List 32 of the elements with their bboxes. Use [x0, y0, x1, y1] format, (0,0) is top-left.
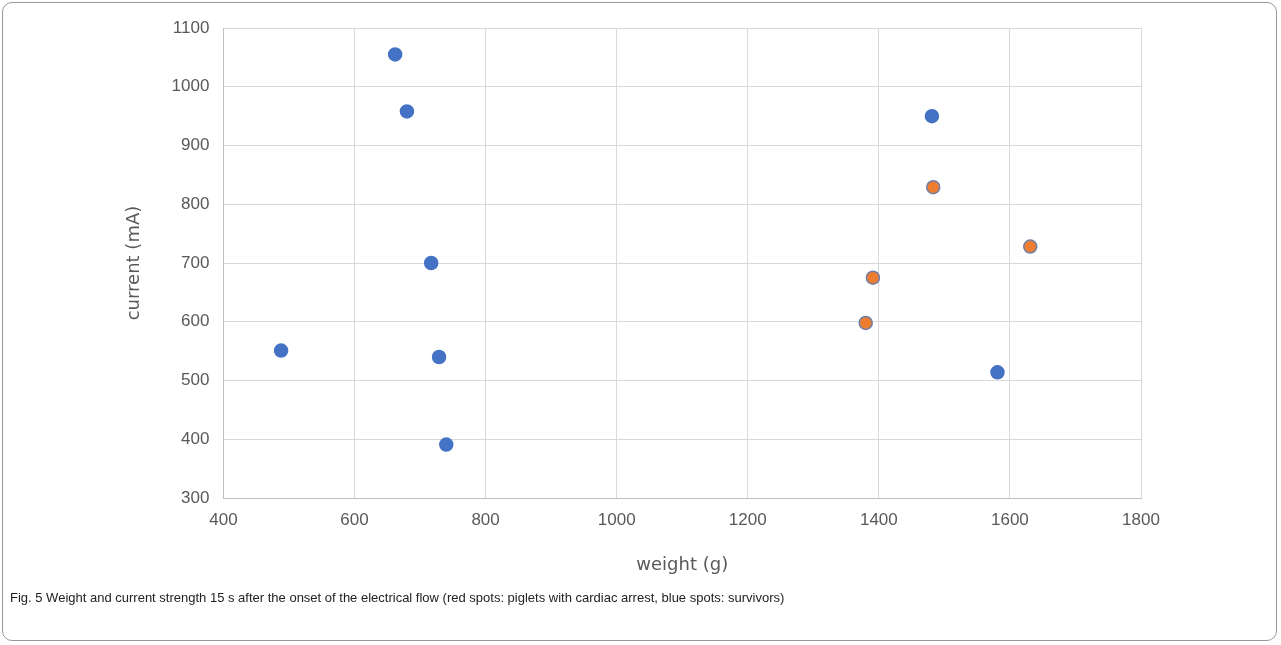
point: [990, 365, 1005, 380]
point: [925, 179, 941, 195]
y-tick-label: 800: [181, 193, 210, 213]
x-tick-label: 1800: [1122, 509, 1160, 529]
x-tick-label: 1400: [859, 509, 898, 529]
y-tick-label: 400: [181, 428, 210, 448]
point: [273, 343, 289, 358]
x-tick-label: 800: [471, 509, 500, 529]
point: [431, 349, 447, 365]
x-tick-label: 1200: [728, 509, 767, 529]
x-axis-title: weight (g): [636, 552, 729, 574]
point: [423, 255, 439, 271]
y-tick-label: 900: [181, 135, 210, 155]
point: [865, 270, 881, 285]
point: [399, 104, 415, 119]
x-tick-label: 1600: [991, 509, 1029, 529]
y-tick-label: 300: [181, 487, 210, 507]
point: [387, 47, 403, 62]
point: [439, 437, 454, 452]
point: [858, 315, 873, 331]
y-tick-label: 700: [181, 252, 210, 272]
y-axis-title: current (mA): [122, 205, 144, 321]
x-tick-label: 600: [340, 509, 369, 529]
y-tick-label: 600: [181, 311, 210, 331]
point: [924, 108, 940, 124]
caption: Fig. 5 Weight and current strength 15 s after the onset of the electrical flow (red spots: piglets with cardiac arrest, blue spots: survivors): [10, 590, 786, 605]
y-tick-label: 500: [181, 370, 210, 390]
y-tick-label: 1100: [172, 17, 210, 37]
y-tick-label: 1000: [171, 76, 210, 96]
x-tick-label: 400: [209, 509, 238, 529]
point: [1022, 239, 1038, 254]
x-tick-label: 1000: [597, 509, 636, 529]
